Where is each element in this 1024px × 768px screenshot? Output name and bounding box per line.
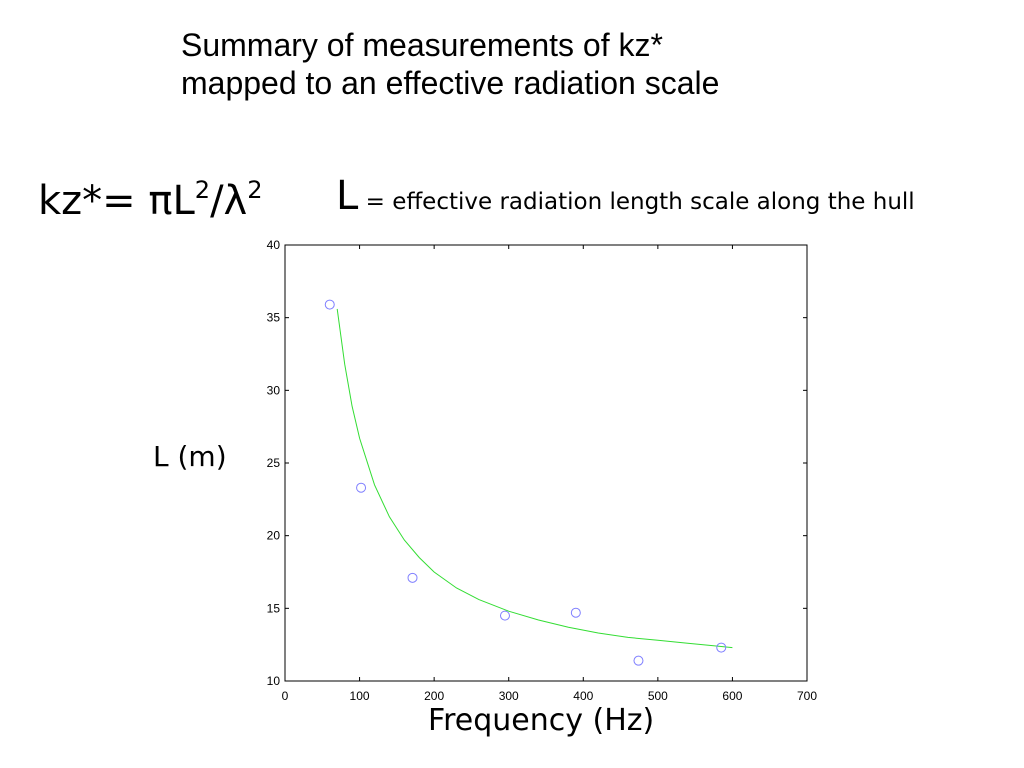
title-line-1: Summary of measurements of kz* bbox=[181, 27, 663, 63]
slide-title: Summary of measurements of kz* mapped to… bbox=[181, 26, 719, 102]
data-point bbox=[324, 299, 335, 310]
data-points-group bbox=[324, 299, 727, 666]
kz-formula: kz*= πL2/λ2 bbox=[38, 176, 263, 224]
y-tick-label: 20 bbox=[267, 529, 281, 543]
formula-lhs: kz*= bbox=[38, 178, 149, 224]
x-tick-label: 100 bbox=[350, 689, 370, 703]
x-tick-label: 200 bbox=[424, 689, 444, 703]
L-definition: L = effective radiation length scale alo… bbox=[336, 173, 915, 219]
data-point bbox=[407, 572, 418, 583]
x-tick-label: 0 bbox=[282, 689, 289, 703]
x-tick-label: 600 bbox=[722, 689, 742, 703]
y-axis-label: L (m) bbox=[153, 440, 227, 473]
data-point bbox=[499, 610, 510, 621]
x-axis-label: Frequency (Hz) bbox=[428, 703, 655, 738]
data-point bbox=[356, 482, 367, 493]
x-tick-label: 300 bbox=[499, 689, 519, 703]
y-tick-label: 30 bbox=[267, 383, 281, 397]
y-tick-label: 35 bbox=[267, 311, 281, 325]
fit-curve-group bbox=[336, 308, 733, 649]
x-tick-label: 700 bbox=[797, 689, 817, 703]
y-tick-label: 25 bbox=[267, 456, 281, 470]
x-tick-label: 400 bbox=[573, 689, 593, 703]
formula-exp-1: 2 bbox=[194, 176, 211, 204]
title-line-2: mapped to an effective radiation scale bbox=[181, 65, 720, 101]
x-tick-label: 500 bbox=[648, 689, 668, 703]
y-tick-label: 15 bbox=[267, 601, 281, 615]
axis-ticks: 0 100 200 300 400 500 600 700 10 15 20 25 30 35 40 bbox=[267, 238, 818, 703]
y-tick-label: 40 bbox=[267, 238, 281, 252]
formula-exp-2: 2 bbox=[247, 176, 263, 204]
data-point bbox=[570, 607, 581, 618]
formula-lambda: λ bbox=[223, 178, 248, 224]
fit-curve-line bbox=[336, 308, 733, 649]
y-tick-label: 10 bbox=[267, 674, 281, 688]
data-point bbox=[716, 642, 727, 653]
definition-text: = effective radiation length scale along… bbox=[358, 189, 915, 215]
formula-L: L bbox=[172, 178, 195, 224]
formula-slash: / bbox=[210, 178, 224, 224]
data-point bbox=[633, 655, 644, 666]
formula-pi: π bbox=[148, 178, 173, 224]
definition-symbol: L bbox=[336, 173, 359, 219]
plot-frame bbox=[284, 244, 808, 682]
